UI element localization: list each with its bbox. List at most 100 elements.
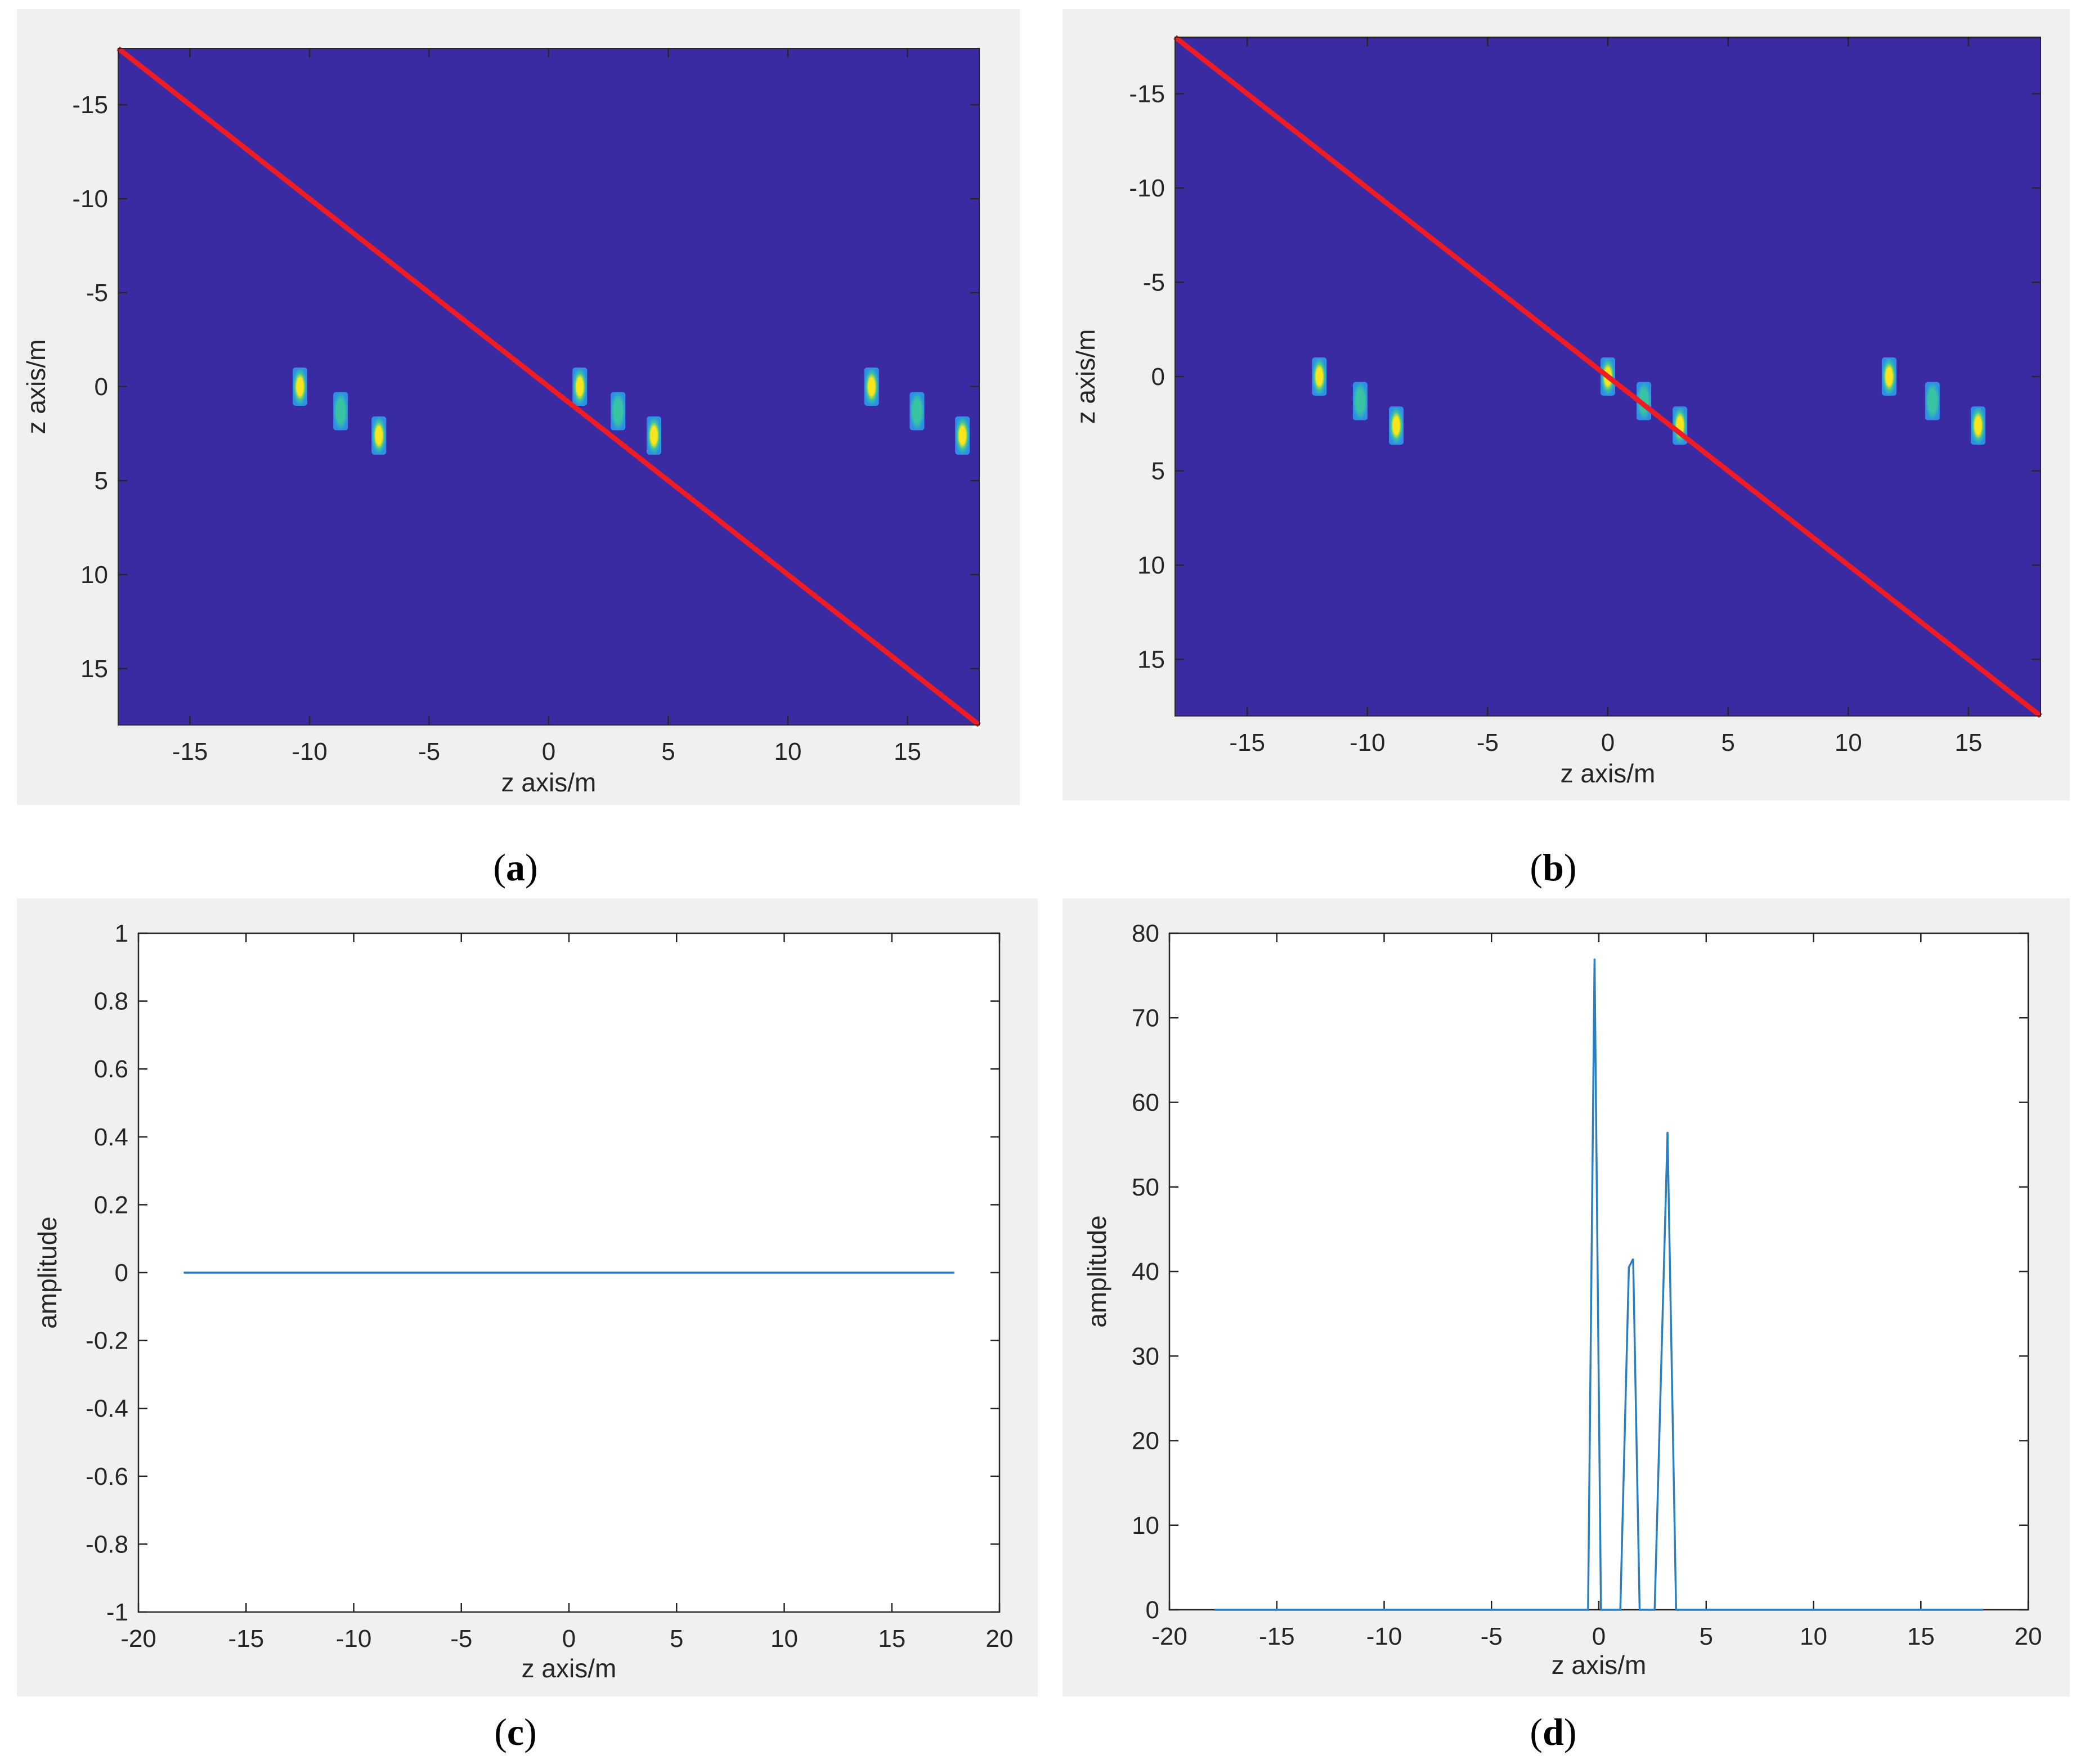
x-tick-label: 0 [1601,729,1615,756]
target-spot [1389,406,1404,445]
chart-d-group: -20 -15 -10 -5 0 5 10 15 20 0 10 20 30 40 50 60 70 80 z ax… [1082,920,2042,1680]
target-spot [333,392,348,431]
x-tick-label: 5 [661,738,675,765]
y-tick-label: 5 [95,467,108,495]
x-tick-label: 15 [878,1625,905,1653]
caption-c: (c) [494,1711,537,1753]
x-tick-label: -5 [1481,1623,1503,1650]
target-spot [611,392,626,431]
y-tick-label: 40 [1132,1258,1159,1286]
y-tick-label: -15 [72,91,108,119]
x-axis-label: z axis/m [501,768,597,797]
target-spot [293,368,307,406]
caption-d-letter: d [1543,1711,1564,1753]
x-tick-label: 20 [986,1625,1014,1653]
x-tick-label: 0 [542,738,555,765]
x-axis-label: z axis/m [522,1654,617,1683]
y-tick-label: 10 [80,561,108,589]
x-tick-label: 10 [770,1625,798,1653]
target-spot [1312,357,1327,396]
y-tick-label: 0.2 [94,1191,128,1219]
y-axis-label: z axis/m [1071,329,1100,424]
x-tick-label: -10 [1366,1623,1402,1650]
caption-b-letter: b [1543,846,1564,889]
amplitude-series-line [1214,959,1983,1611]
x-tick-label: -15 [1259,1623,1295,1650]
x-tick-label: 10 [1800,1623,1827,1650]
x-tick-label: -15 [228,1625,264,1653]
caption-a-letter: a [506,846,525,889]
y-tick-label: -5 [86,279,108,307]
y-tick-label: -1 [106,1599,128,1626]
y-tick-label: -0.2 [86,1327,128,1355]
y-tick-label: 15 [1137,646,1165,674]
caption-a: (a) [493,846,538,889]
x-tick-label: -15 [1229,729,1265,756]
y-tick-label: 0.8 [94,988,128,1015]
y-tick-label: 0.6 [94,1055,128,1083]
y-tick-label: -0.8 [86,1530,128,1558]
x-tick-label: -15 [172,738,208,765]
y-tick-label: 0 [115,1259,128,1287]
target-spot [1352,382,1368,420]
y-tick-label: -15 [1129,80,1165,108]
y-tick-label: 60 [1132,1089,1159,1117]
y-tick-label: -0.6 [86,1463,128,1490]
chart-a-group: -15 -10 -5 0 5 10 15 -15 -10 -5 0 5 10 15 z axis/m z ax… [21,46,981,797]
x-tick-label: 15 [1955,729,1982,756]
y-tick-label: 5 [1151,458,1165,485]
y-axis-label: amplitude [33,1216,62,1328]
y-tick-label: 10 [1132,1512,1159,1539]
caption-d: (d) [1530,1711,1577,1753]
x-tick-label: 20 [2015,1623,2042,1650]
y-tick-label: 70 [1132,1004,1159,1032]
x-tick-label: 0 [562,1625,576,1653]
x-tick-label: 10 [774,738,802,765]
plot-frame [1168,932,2029,1611]
y-tick-label: -5 [1143,269,1165,297]
x-tick-label: 15 [1907,1623,1935,1650]
red-diagonal-line [1173,35,2042,718]
target-spot [955,416,970,455]
x-tick-label: -5 [418,738,440,765]
x-axis-label: z axis/m [1561,759,1656,788]
y-tick-label: 15 [80,655,108,683]
y-tick-label: 0.4 [94,1123,128,1151]
x-tick-label: -20 [1151,1623,1187,1650]
y-tick-label: 30 [1132,1342,1159,1370]
x-axis-label: z axis/m [1552,1650,1647,1680]
chart-c-group: -20 -15 -10 -5 0 5 10 15 20 -1 -0.8 -0.6 -0.4 -0.2 0 0.… [33,920,1013,1683]
y-tick-label: 10 [1137,552,1165,579]
x-tick-label: -10 [1350,729,1386,756]
y-tick-label: -0.4 [86,1395,128,1422]
target-spot [647,416,661,455]
red-diagonal-line [116,46,981,727]
y-tick-label: 20 [1132,1427,1159,1455]
target-spot [909,392,925,431]
y-tick-label: 0 [1151,363,1165,391]
x-tick-label: -10 [292,738,328,765]
y-tick-label: -10 [1129,174,1165,202]
x-tick-label: -5 [1477,729,1499,756]
y-tick-label: 0 [95,373,108,401]
x-tick-label: 10 [1835,729,1862,756]
y-tick-label: 50 [1132,1174,1159,1201]
caption-b: (b) [1530,846,1577,889]
x-tick-label: 5 [670,1625,683,1653]
target-spot [1925,382,1940,420]
x-tick-label: 5 [1700,1623,1713,1650]
x-tick-label: 5 [1721,729,1734,756]
x-tick-label: -20 [120,1625,156,1653]
x-tick-label: -10 [336,1625,372,1653]
target-spot [864,368,879,406]
target-spot [371,416,387,455]
target-spot [1881,357,1897,396]
target-spot [1970,406,1985,445]
x-tick-label: -5 [450,1625,472,1653]
chart-b-group: -15 -10 -5 0 5 10 15 -15 -10 -5 0 5 10 15 z axis/m z ax… [1071,35,2042,788]
y-axis-label: z axis/m [21,339,51,435]
x-tick-label: 15 [894,738,921,765]
y-tick-label: 0 [1146,1596,1159,1624]
y-axis-label: amplitude [1082,1215,1111,1327]
